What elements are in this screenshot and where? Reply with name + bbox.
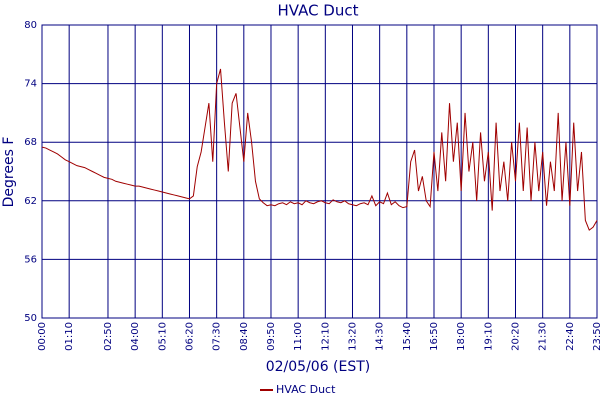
- x-tick-label: 21:30: [538, 322, 549, 351]
- x-tick-label: 20:20: [510, 322, 521, 351]
- x-tick-label: 14:30: [375, 322, 386, 351]
- y-tick-label: 62: [24, 196, 37, 207]
- x-axis-label: 02/05/06 (EST): [266, 359, 371, 375]
- plot-border: [41, 24, 598, 319]
- x-tick-label: 09:50: [266, 322, 277, 351]
- x-tick-label: 18:00: [456, 322, 467, 351]
- x-tick-label: 13:20: [347, 322, 358, 351]
- y-tick-label: 56: [24, 254, 37, 265]
- legend-label: HVAC Duct: [276, 383, 336, 396]
- x-tick-label: 06:20: [184, 322, 195, 351]
- x-tick-label: 00:00: [37, 322, 48, 351]
- x-tick-label: 07:30: [212, 322, 223, 351]
- y-axis-label: Degrees F: [1, 137, 17, 208]
- y-tick-label: 68: [24, 137, 37, 148]
- x-tick-label: 15:40: [402, 322, 413, 351]
- x-tick-label: 23:50: [592, 322, 600, 351]
- x-tick-label: 12:10: [320, 322, 331, 351]
- line-series: [41, 68, 598, 231]
- y-tick-label: 74: [24, 79, 37, 90]
- x-tick-label: 02:50: [103, 322, 114, 351]
- chart-title: HVAC Duct: [277, 2, 358, 20]
- x-tick-label: 11:00: [293, 322, 304, 351]
- x-tick-label: 05:10: [157, 322, 168, 351]
- x-tick-label: 01:10: [64, 322, 75, 351]
- x-tick-label: 08:40: [239, 322, 250, 351]
- x-tick-label: 19:10: [483, 322, 494, 351]
- x-tick-label: 04:00: [130, 322, 141, 351]
- x-tick-label: 16:50: [429, 322, 440, 351]
- x-tick-label: 22:40: [565, 322, 576, 351]
- y-tick-label: 50: [24, 313, 37, 324]
- y-tick-label: 80: [24, 20, 37, 31]
